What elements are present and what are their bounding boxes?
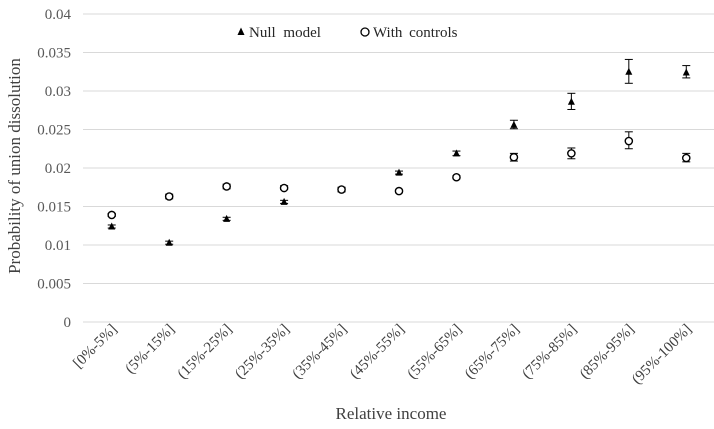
y-tick-label: 0.02 (45, 161, 71, 177)
legend-item-with-controls: With controls (360, 25, 458, 41)
x-tick-labels: [0%-5%] (5%-15%](15%-25%](25%-35%](35%-45… (70, 322, 695, 388)
data-point-with-controls (452, 172, 461, 182)
y-tick-label: 0.03 (45, 84, 71, 100)
x-tick-label: (85%-95%] (577, 322, 638, 383)
legend-item-null-model: Null model (237, 25, 321, 41)
legend-marker-triangle (237, 27, 245, 35)
data-point-with-controls (279, 183, 289, 193)
data-point-null-model (280, 197, 288, 205)
data-point-with-controls (222, 182, 231, 191)
y-axis-title: Probability of union dissolution (5, 58, 24, 274)
x-tick-label: (45%-55%] (347, 322, 408, 383)
data-point-null-model (452, 149, 460, 157)
y-tick-label: 0.025 (37, 123, 71, 139)
data-point-with-controls (509, 152, 519, 162)
x-tick-label: [0%-5%] (70, 322, 120, 372)
error-bars (107, 58, 691, 245)
data-point-null-model (223, 214, 231, 222)
legend-label-with-controls: With controls (373, 25, 458, 41)
data-point-with-controls (394, 186, 404, 196)
data-point-null-model (625, 67, 633, 75)
x-tick-label: (55%-65%] (404, 322, 465, 383)
data-point-null-model (682, 68, 690, 76)
data-point-with-controls (107, 210, 117, 220)
data-point-with-controls (624, 136, 634, 146)
y-tick-label: 0.01 (45, 238, 71, 254)
data-point-with-controls (567, 149, 576, 158)
gridlines (83, 13, 714, 323)
data-point-null-model (567, 97, 575, 105)
x-tick-label: (35%-45%] (290, 322, 351, 383)
x-tick-label: (25%-35%] (232, 322, 293, 383)
data-markers (107, 67, 691, 246)
y-tick-label: 0.015 (37, 200, 71, 216)
legend-marker-open-circle (360, 27, 370, 37)
y-tick-label: 0.005 (37, 277, 71, 293)
x-tick-label: (5%-15%] (123, 322, 178, 377)
data-point-null-model (395, 168, 403, 176)
legend: Null model With controls (237, 25, 458, 41)
x-tick-label: (75%-85%] (519, 322, 580, 383)
y-tick-labels: 0 0.005 0.01 0.015 0.02 0.025 0.03 0.035 0.04 (37, 7, 71, 331)
data-point-null-model (510, 120, 518, 128)
y-tick-label: 0 (64, 315, 72, 331)
data-point-null-model (108, 222, 116, 230)
data-point-with-controls (337, 185, 346, 194)
y-tick-label: 0.035 (37, 46, 71, 62)
x-tick-label: (65%-75%] (462, 322, 523, 383)
legend-label-null-model: Null model (249, 25, 321, 41)
data-point-with-controls (681, 153, 691, 163)
x-tick-label: (15%-25%] (175, 322, 236, 383)
y-tick-label: 0.04 (45, 7, 72, 23)
x-axis-title: Relative income (336, 404, 447, 423)
data-point-null-model (165, 238, 173, 246)
x-tick-label: (95%-100%] (629, 322, 695, 388)
data-point-with-controls (164, 192, 174, 201)
